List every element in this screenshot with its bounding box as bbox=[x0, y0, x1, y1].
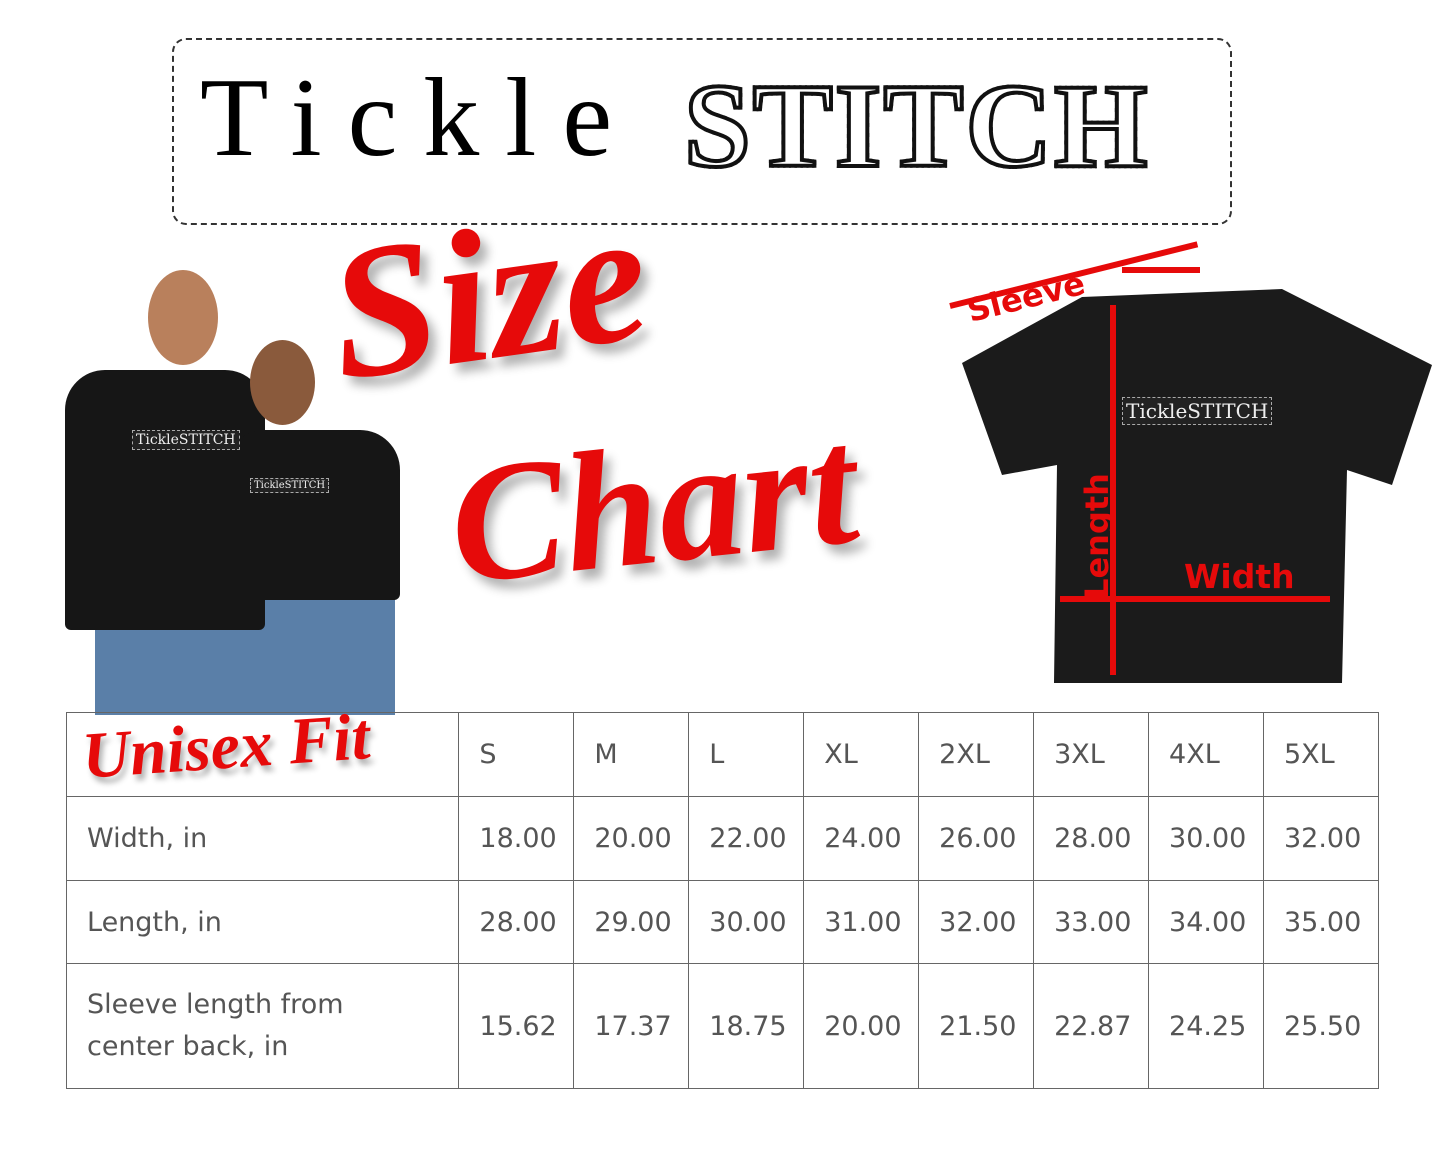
diagram-shirt-logo: TickleSTITCH bbox=[1122, 397, 1273, 425]
cell: 33.00 bbox=[1033, 880, 1150, 964]
cell: 35.00 bbox=[1262, 880, 1380, 964]
cell: 31.00 bbox=[803, 880, 920, 964]
size-header: 5XL bbox=[1262, 712, 1380, 797]
cell: 26.00 bbox=[918, 796, 1035, 881]
title-size: Size bbox=[316, 168, 660, 422]
size-header: 3XL bbox=[1033, 712, 1150, 797]
cell: 29.00 bbox=[573, 880, 690, 964]
cell: 21.50 bbox=[918, 963, 1035, 1089]
corner-cell bbox=[65, 712, 460, 797]
row-label: Width, in bbox=[65, 796, 460, 881]
logo-frame bbox=[172, 38, 1232, 225]
table-row: Length, in 28.00 29.00 30.00 31.00 32.00… bbox=[65, 880, 1380, 964]
table-row: Width, in 18.00 20.00 22.00 24.00 26.00 … bbox=[65, 796, 1380, 881]
logo-tickle: Tickle bbox=[200, 56, 639, 180]
cell: 24.25 bbox=[1148, 963, 1264, 1089]
cell: 17.37 bbox=[573, 963, 690, 1089]
cell: 25.50 bbox=[1262, 963, 1380, 1089]
cell: 20.00 bbox=[803, 963, 920, 1089]
size-table: S M L XL 2XL 3XL 4XL 5XL Width, in 18.00… bbox=[65, 712, 1380, 1089]
cell: 28.00 bbox=[458, 880, 575, 964]
cell: 32.00 bbox=[1262, 796, 1380, 881]
cell: 15.62 bbox=[458, 963, 575, 1089]
width-line bbox=[1060, 596, 1330, 602]
cell: 30.00 bbox=[1148, 796, 1264, 881]
models-photo: TickleSTITCH TickleSTITCH bbox=[60, 265, 420, 715]
cell: 28.00 bbox=[1033, 796, 1150, 881]
length-line bbox=[1110, 305, 1116, 675]
logo-stitch: STITCH bbox=[682, 59, 1150, 192]
row-label: Sleeve length from center back, in bbox=[65, 963, 460, 1089]
table-row: Sleeve length from center back, in 15.62… bbox=[65, 963, 1380, 1089]
title-chart: Chart bbox=[441, 390, 866, 620]
tshirt-shape bbox=[962, 289, 1432, 683]
shirt-logo-text: TickleSTITCH bbox=[132, 430, 240, 450]
shirt-logo-text-2: TickleSTITCH bbox=[250, 478, 330, 493]
cell: 18.75 bbox=[688, 963, 805, 1089]
cell: 34.00 bbox=[1148, 880, 1264, 964]
cell: 32.00 bbox=[918, 880, 1035, 964]
tshirt-diagram: TickleSTITCH Sleeve Length Width bbox=[949, 241, 1432, 685]
size-header: L bbox=[688, 712, 805, 797]
cell: 22.00 bbox=[688, 796, 805, 881]
cell: 22.87 bbox=[1033, 963, 1150, 1089]
cell: 20.00 bbox=[573, 796, 690, 881]
cell: 24.00 bbox=[803, 796, 920, 881]
cell: 30.00 bbox=[688, 880, 805, 964]
row-label: Length, in bbox=[65, 880, 460, 964]
length-label: Length bbox=[1077, 473, 1116, 599]
size-header: S bbox=[458, 712, 575, 797]
size-header: M bbox=[573, 712, 690, 797]
size-header: 4XL bbox=[1148, 712, 1264, 797]
size-header: 2XL bbox=[918, 712, 1035, 797]
table-header-row: S M L XL 2XL 3XL 4XL 5XL bbox=[65, 712, 1380, 797]
width-label: Width bbox=[1184, 557, 1295, 596]
size-header: XL bbox=[803, 712, 920, 797]
cell: 18.00 bbox=[458, 796, 575, 881]
sleeve-line-top bbox=[1122, 267, 1200, 273]
